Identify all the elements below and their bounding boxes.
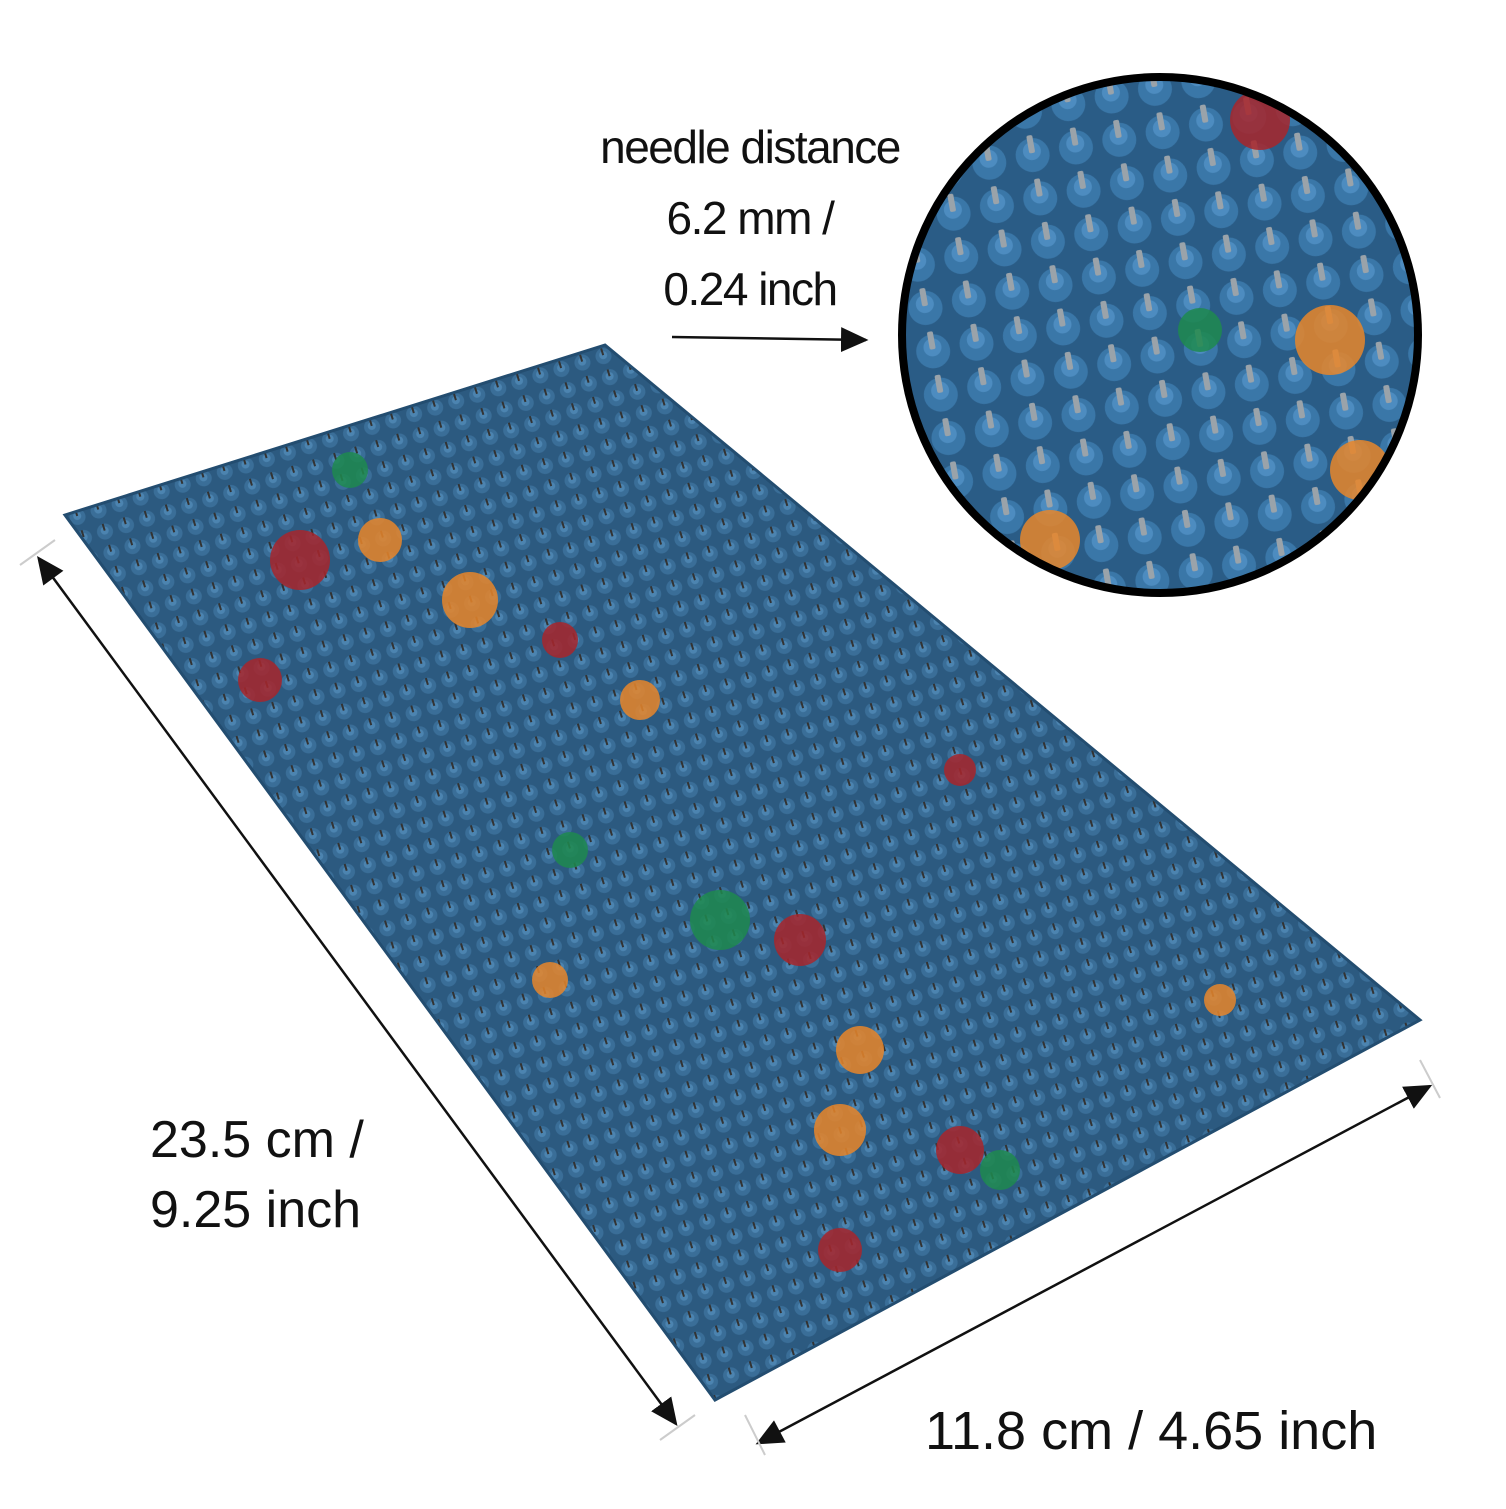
needle-distance-text: needle distance (600, 121, 901, 173)
needle-distance-mm: 6.2 mm / (666, 192, 835, 244)
width-label: 11.8 cm / 4.65 inch (925, 1401, 1378, 1461)
length-dimension-line (37, 555, 678, 1427)
length-label: 23.5 cm / 9.25 inch (150, 1105, 364, 1245)
length-inch: 9.25 inch (150, 1181, 362, 1239)
needle-distance-label: needle distance 6.2 mm / 0.24 inch (550, 112, 950, 325)
needle-distance-inch: 0.24 inch (663, 263, 838, 315)
length-cm: 23.5 cm / (150, 1111, 364, 1169)
needle-distance-arrow (671, 327, 869, 353)
needle-closeup-inset (898, 73, 1422, 597)
width-dimension-line (755, 1084, 1433, 1445)
